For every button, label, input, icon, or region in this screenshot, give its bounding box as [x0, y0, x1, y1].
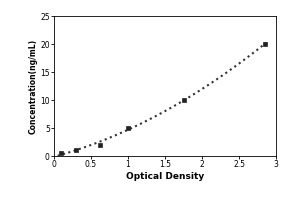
Y-axis label: Concentration(ng/mL): Concentration(ng/mL) — [28, 38, 38, 134]
X-axis label: Optical Density: Optical Density — [126, 172, 204, 181]
